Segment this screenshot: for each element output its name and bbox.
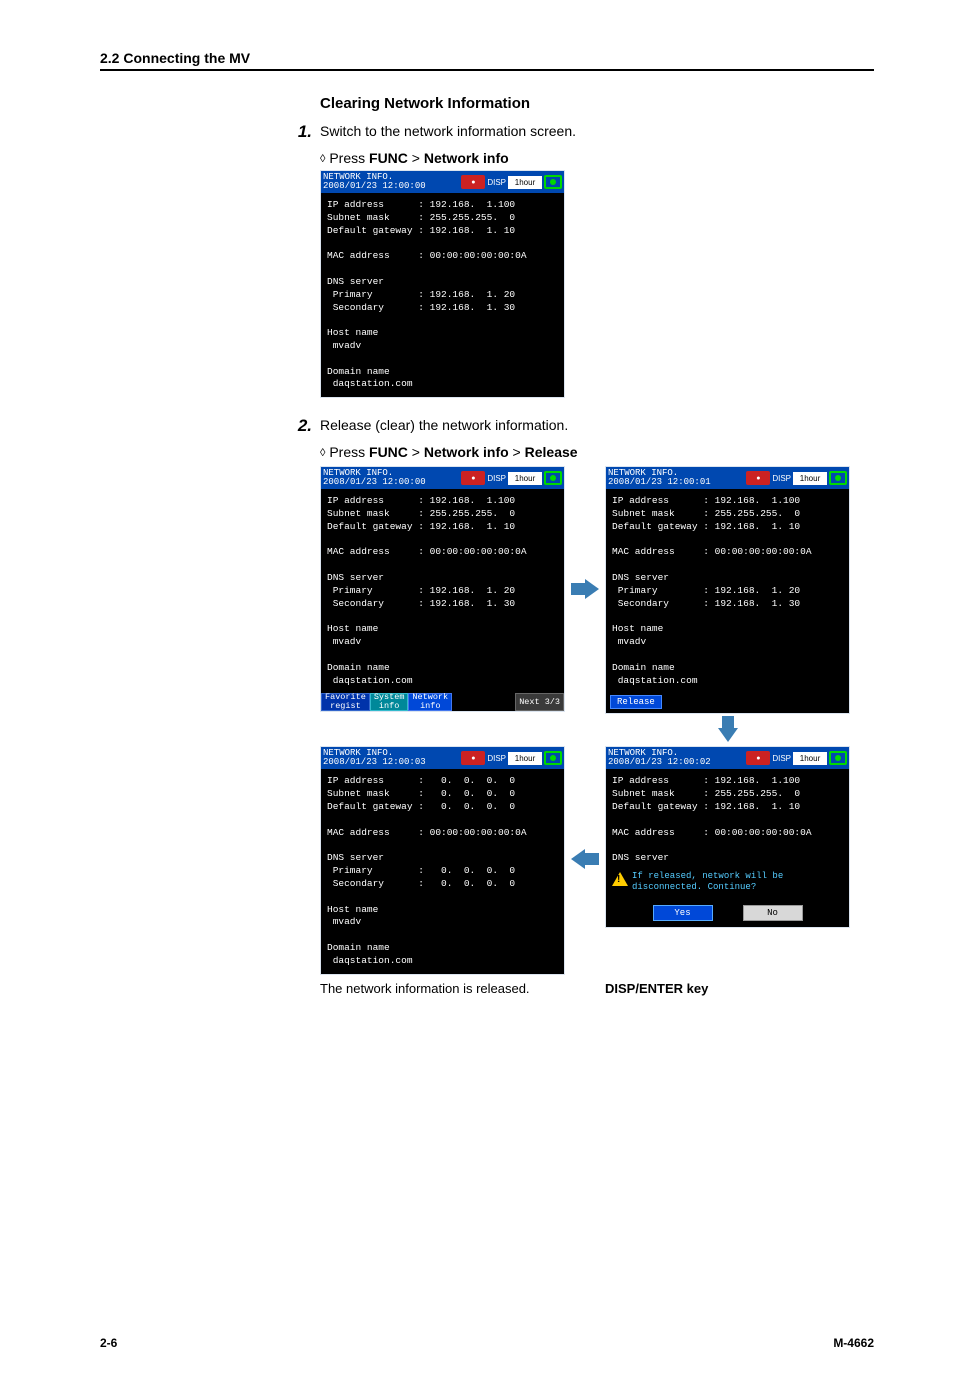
gt: > — [513, 444, 521, 460]
gt: > — [412, 150, 420, 166]
device-screen-a: NETWORK INFO. 2008/01/23 12:00:00 ● DISP… — [320, 170, 565, 398]
screen-body: IP address : 0. 0. 0. 0 Subnet mask : 0.… — [321, 769, 564, 973]
press-label: Press — [329, 150, 365, 166]
tab-favorite-regist[interactable]: Favoriteregist — [321, 693, 370, 711]
release-button[interactable]: Release — [610, 695, 662, 709]
disp-label: DISP — [487, 474, 506, 483]
press-label: Press — [329, 444, 365, 460]
confirm-dialog: If released, network will be disconnecte… — [612, 869, 843, 921]
warning-text: If released, network will be disconnecte… — [632, 871, 841, 893]
disp-label: DISP — [772, 474, 791, 483]
diamond-icon: ◊ — [320, 153, 325, 165]
camera-icon — [544, 471, 562, 485]
network-info-key: Network info — [424, 150, 509, 166]
disp-label: DISP — [487, 754, 506, 763]
camera-icon — [829, 751, 847, 765]
device-screen-b: NETWORK INFO. 2008/01/23 12:00:00 ● DISP… — [320, 466, 565, 712]
device-header: NETWORK INFO. 2008/01/23 12:00:01 ● DISP… — [606, 467, 849, 489]
step2-text: Release (clear) the network information. — [320, 416, 874, 435]
func-key: FUNC — [369, 444, 408, 460]
warning-icon — [612, 872, 628, 886]
device-screen-d: NETWORK INFO. 2008/01/23 12:00:02 ● DISP… — [605, 746, 850, 927]
record-icon: ● — [746, 751, 770, 765]
camera-icon — [544, 751, 562, 765]
record-icon: ● — [461, 751, 485, 765]
no-button[interactable]: No — [743, 905, 803, 921]
device-header: NETWORK INFO. 2008/01/23 12:00:03 ● DISP… — [321, 747, 564, 769]
func-menu[interactable]: Favoriteregist Systeminfo Networkinfo Ne… — [321, 693, 564, 711]
page-number: 2-6 — [100, 1336, 117, 1350]
screen-timestamp: 2008/01/23 12:00:02 — [608, 758, 711, 767]
screen-timestamp: 2008/01/23 12:00:00 — [323, 182, 426, 191]
screen-timestamp: 2008/01/23 12:00:00 — [323, 478, 426, 487]
device-screen-e: NETWORK INFO. 2008/01/23 12:00:03 ● DISP… — [320, 746, 565, 974]
interval-badge: 1hour — [508, 752, 542, 765]
caption-disp-enter: DISP/ENTER key — [605, 981, 850, 996]
device-screen-c: NETWORK INFO. 2008/01/23 12:00:01 ● DISP… — [605, 466, 850, 714]
step2-number: 2. — [282, 416, 312, 436]
interval-badge: 1hour — [508, 472, 542, 485]
disp-label: DISP — [772, 754, 791, 763]
screen-body: IP address : 192.168. 1.100 Subnet mask … — [606, 489, 849, 693]
step1-number: 1. — [282, 122, 312, 142]
func-key: FUNC — [369, 150, 408, 166]
screen-body: IP address : 192.168. 1.100 Subnet mask … — [321, 193, 564, 397]
screen-timestamp: 2008/01/23 12:00:01 — [608, 478, 711, 487]
arrow-down-icon — [718, 716, 738, 742]
release-key: Release — [525, 444, 578, 460]
interval-badge: 1hour — [793, 472, 827, 485]
arrow-right-icon — [571, 579, 599, 599]
camera-icon — [544, 175, 562, 189]
caption-released: The network information is released. — [320, 981, 565, 996]
yes-button[interactable]: Yes — [653, 905, 713, 921]
tab-next[interactable]: Next 3/3 — [515, 693, 564, 711]
interval-badge: 1hour — [793, 752, 827, 765]
device-header: NETWORK INFO. 2008/01/23 12:00:02 ● DISP… — [606, 747, 849, 769]
interval-badge: 1hour — [508, 176, 542, 189]
record-icon: ● — [461, 471, 485, 485]
screen-body: IP address : 192.168. 1.100 Subnet mask … — [321, 489, 564, 693]
subheading: Clearing Network Information — [320, 95, 874, 112]
screen-timestamp: 2008/01/23 12:00:03 — [323, 758, 426, 767]
device-header: NETWORK INFO. 2008/01/23 12:00:00 ● DISP… — [321, 171, 564, 193]
section-header: 2.2 Connecting the MV — [100, 50, 874, 71]
camera-icon — [829, 471, 847, 485]
record-icon: ● — [746, 471, 770, 485]
network-info-key: Network info — [424, 444, 509, 460]
diamond-icon: ◊ — [320, 447, 325, 459]
doc-number: M-4662 — [833, 1336, 874, 1350]
record-icon: ● — [461, 175, 485, 189]
tab-network-info[interactable]: Networkinfo — [408, 693, 452, 711]
screen-body-top: IP address : 192.168. 1.100 Subnet mask … — [606, 769, 849, 865]
arrow-left-icon — [571, 849, 599, 869]
device-header: NETWORK INFO. 2008/01/23 12:00:00 ● DISP… — [321, 467, 564, 489]
step1-text: Switch to the network information screen… — [320, 122, 874, 141]
tab-system-info[interactable]: Systeminfo — [370, 693, 409, 711]
disp-label: DISP — [487, 178, 506, 187]
gt: > — [412, 444, 420, 460]
